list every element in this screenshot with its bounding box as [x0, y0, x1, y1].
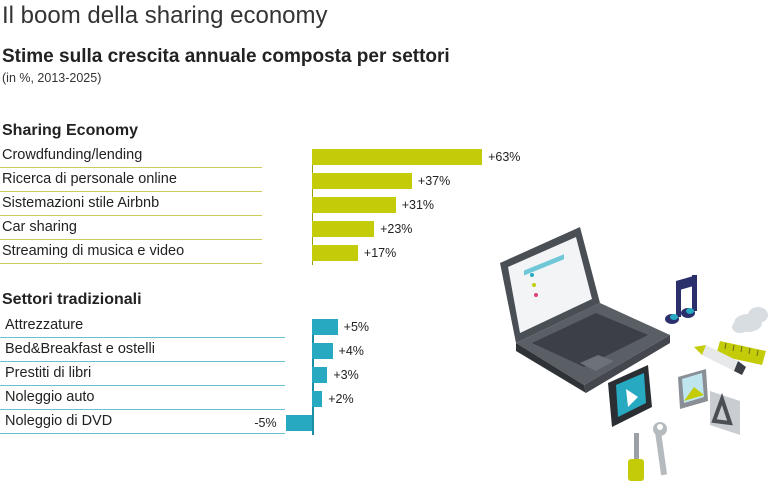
- laptop-icon: [500, 227, 670, 393]
- category-label: Sistemazioni stile Airbnb: [2, 195, 160, 211]
- row-separator: [0, 409, 285, 410]
- data-label: +31%: [401, 198, 435, 212]
- row-separator: [0, 361, 285, 362]
- row-separator: [0, 433, 285, 434]
- chart-subtitle: Stime sulla crescita annuale composta pe…: [2, 46, 450, 67]
- row-separator: [0, 263, 262, 264]
- data-label: +2%: [328, 392, 354, 406]
- data-label: +3%: [333, 368, 359, 382]
- wrench-icon: [653, 422, 668, 476]
- chart-unit-note: (in %, 2013-2025): [2, 71, 102, 85]
- section-header: Sharing Economy: [2, 122, 139, 139]
- category-label: Ricerca di personale online: [2, 171, 177, 187]
- bar: [312, 343, 333, 359]
- illustration: [500, 227, 768, 481]
- bar: [312, 391, 323, 407]
- bar: [312, 149, 483, 165]
- ruler-icon: [716, 341, 766, 365]
- bar: [312, 245, 358, 261]
- data-label: +23%: [380, 222, 413, 236]
- row-separator: [0, 191, 262, 192]
- category-label: Noleggio auto: [5, 389, 95, 405]
- bar: [312, 173, 412, 189]
- data-label: +17%: [363, 246, 397, 260]
- category-label: Crowdfunding/lending: [2, 147, 143, 163]
- screwdriver-icon: [628, 433, 644, 481]
- category-label: Attrezzature: [5, 317, 84, 333]
- section-header: Settori tradizionali: [2, 291, 142, 308]
- data-label: +5%: [343, 320, 370, 334]
- category-label: Bed&Breakfast e ostelli: [5, 341, 155, 357]
- cloud-icon: [732, 307, 768, 333]
- data-label: -5%: [254, 416, 277, 430]
- page-title: Il boom della sharing economy: [2, 2, 328, 29]
- bar: [312, 319, 338, 335]
- bar: [312, 221, 375, 237]
- row-separator: [0, 167, 262, 168]
- category-label: Prestiti di libri: [5, 365, 92, 381]
- pencil-icon: [694, 345, 746, 375]
- category-label: Streaming di musica e video: [2, 243, 185, 259]
- data-label: +4%: [338, 344, 364, 358]
- row-separator: [0, 337, 285, 338]
- row-separator: [0, 385, 285, 386]
- photo-icon: [678, 369, 708, 409]
- font-icon: [710, 391, 740, 435]
- data-label: +37%: [417, 174, 451, 188]
- film-strip-icon: [608, 365, 652, 427]
- music-note-icon: [665, 275, 697, 324]
- bar: [312, 367, 328, 383]
- bar: [286, 415, 312, 431]
- row-separator: [0, 239, 262, 240]
- category-label: Car sharing: [2, 219, 77, 235]
- row-separator: [0, 215, 262, 216]
- data-label: +63%: [488, 150, 521, 164]
- category-label: Noleggio di DVD: [5, 413, 113, 429]
- bar: [312, 197, 396, 213]
- music-note-icon-accent: [670, 308, 694, 320]
